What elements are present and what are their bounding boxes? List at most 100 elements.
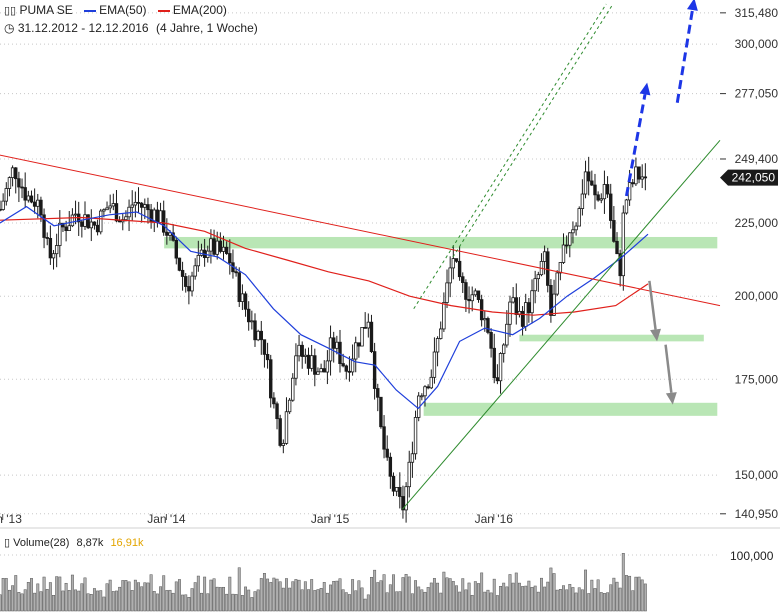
volume-value-1: 8,87k bbox=[76, 537, 104, 549]
volume-bar bbox=[373, 569, 377, 612]
volume-bar bbox=[313, 590, 317, 612]
candle-body bbox=[536, 274, 541, 280]
arrow-down-shaft bbox=[664, 344, 673, 393]
candle-body bbox=[577, 208, 581, 227]
ema200-legend-label[interactable]: EMA(200) bbox=[172, 3, 227, 17]
volume-bar bbox=[587, 593, 591, 612]
candle-body bbox=[29, 195, 34, 203]
candle-body bbox=[514, 297, 518, 315]
candle-body bbox=[177, 257, 182, 271]
volume-bar bbox=[102, 596, 106, 612]
candle-body bbox=[350, 358, 355, 373]
volume-bar bbox=[631, 590, 635, 612]
volume-bar bbox=[36, 583, 40, 612]
volume-bar bbox=[495, 595, 499, 612]
volume-bar bbox=[505, 586, 509, 612]
volume-bar bbox=[162, 575, 166, 612]
candle-body bbox=[376, 388, 380, 398]
volume-bar bbox=[152, 591, 156, 612]
volume-bar bbox=[121, 580, 125, 612]
candlesticks bbox=[0, 156, 648, 523]
volume-bar bbox=[234, 594, 238, 612]
candle-body bbox=[23, 187, 27, 201]
volume-bar bbox=[370, 577, 373, 612]
candle-body bbox=[234, 271, 238, 274]
volume-bar bbox=[7, 589, 11, 612]
volume-bar bbox=[39, 591, 43, 612]
candle-body bbox=[20, 186, 24, 189]
volume-bar bbox=[344, 592, 348, 612]
volume-bar bbox=[303, 581, 307, 612]
volume-bar bbox=[527, 580, 531, 612]
candle-body bbox=[306, 354, 311, 369]
volume-bar bbox=[155, 593, 159, 612]
candle-body bbox=[250, 320, 254, 323]
candle-body bbox=[237, 272, 241, 302]
volume-bar bbox=[83, 577, 87, 612]
volume-bar bbox=[190, 588, 194, 612]
candle-body bbox=[262, 339, 267, 355]
candle-body bbox=[338, 341, 342, 364]
volume-bar bbox=[193, 582, 197, 612]
volume-bar bbox=[196, 575, 200, 612]
candle-body bbox=[347, 370, 352, 373]
volume-bar bbox=[442, 571, 446, 612]
volume-bar bbox=[244, 586, 247, 612]
candle-body bbox=[83, 214, 87, 227]
volume-bar bbox=[351, 579, 355, 612]
volume-bar bbox=[278, 581, 282, 612]
candle-body bbox=[586, 171, 591, 182]
volume-bar bbox=[470, 594, 474, 612]
volume-bar bbox=[546, 581, 550, 612]
candle-body bbox=[385, 448, 389, 458]
level-label: 140,950 bbox=[735, 507, 779, 521]
candle-body bbox=[432, 351, 437, 378]
volume-bar bbox=[552, 573, 556, 612]
volume-bar bbox=[360, 587, 364, 612]
volume-bar bbox=[294, 579, 298, 612]
candle-body bbox=[369, 321, 374, 353]
support-zone bbox=[519, 334, 704, 342]
period-label: (4 Jahre, 1 Woche) bbox=[155, 21, 258, 35]
volume-bar bbox=[310, 579, 314, 612]
volume-bar bbox=[335, 580, 339, 612]
candle-body bbox=[467, 299, 471, 302]
candle-body bbox=[574, 225, 578, 231]
candle-body bbox=[451, 258, 456, 269]
volume-bar bbox=[502, 582, 506, 612]
candle-body bbox=[67, 225, 71, 232]
candle-body bbox=[114, 203, 119, 222]
chart-type-icon[interactable]: ▯▯ bbox=[4, 5, 17, 17]
candle-body bbox=[253, 320, 257, 341]
volume-bar bbox=[137, 582, 140, 612]
support-zone bbox=[423, 402, 718, 416]
candle-body bbox=[73, 213, 78, 216]
volume-bar bbox=[429, 582, 433, 612]
candle-body bbox=[143, 204, 147, 208]
volume-label: Volume(28) bbox=[13, 537, 70, 549]
volume-bar bbox=[30, 578, 33, 612]
volume-bar bbox=[385, 592, 389, 612]
level-label: 315,480 bbox=[735, 6, 779, 20]
candle-body bbox=[294, 355, 298, 379]
volume-bar bbox=[77, 590, 81, 612]
x-tick-label: Jan '13 bbox=[0, 512, 22, 526]
volume-bar bbox=[524, 585, 528, 612]
volume-bar bbox=[58, 576, 62, 612]
volume-bar bbox=[480, 572, 484, 612]
volume-bar bbox=[23, 589, 27, 612]
volume-bar bbox=[250, 597, 254, 612]
candle-body bbox=[599, 198, 603, 201]
candle-body bbox=[168, 232, 172, 236]
volume-bar bbox=[499, 586, 502, 612]
arrow-down-shaft bbox=[648, 280, 657, 330]
ema50-legend-label[interactable]: EMA(50) bbox=[99, 3, 147, 17]
volume-bar bbox=[222, 586, 225, 612]
volume-bar bbox=[347, 594, 351, 612]
candle-body bbox=[501, 344, 506, 354]
volume-bar bbox=[464, 589, 468, 612]
volume-bar bbox=[130, 590, 134, 612]
volume-bar bbox=[376, 582, 380, 612]
volume-bar bbox=[319, 588, 323, 612]
candle-body bbox=[580, 193, 585, 209]
